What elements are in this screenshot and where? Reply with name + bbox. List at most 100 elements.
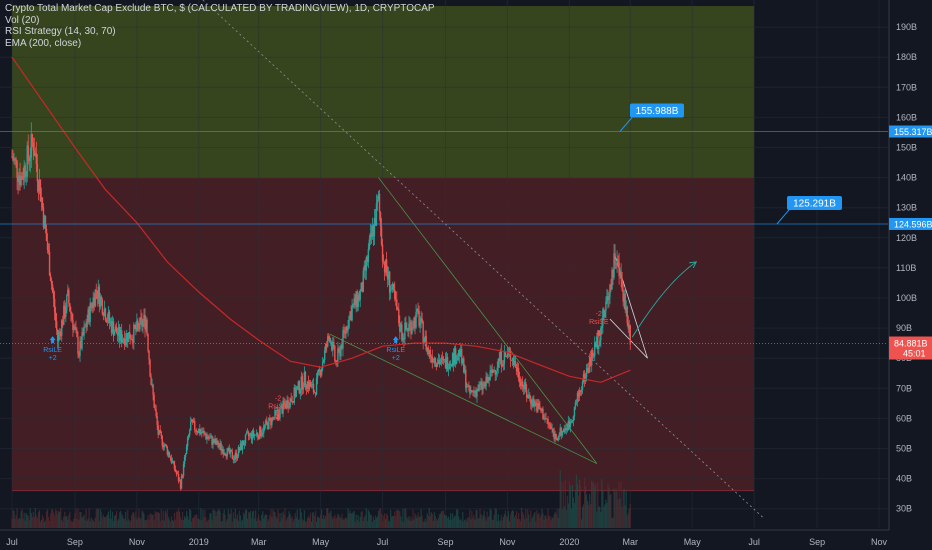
- candle-body: [495, 371, 497, 375]
- time-tick-label: Mar: [251, 537, 267, 547]
- volume-bar: [480, 514, 482, 528]
- candle-body: [506, 353, 509, 357]
- candle-body: [347, 327, 349, 331]
- volume-bar: [232, 512, 234, 528]
- volume-bar: [166, 509, 168, 528]
- candle-body: [423, 340, 425, 343]
- volume-bar: [221, 520, 223, 528]
- candle-body: [561, 430, 563, 436]
- arrow-head-icon: [689, 261, 698, 269]
- candle-body: [137, 320, 139, 326]
- volume-bar: [239, 515, 242, 528]
- volume-bar: [465, 518, 467, 528]
- price-tick-label: 70B: [896, 383, 912, 393]
- volume-bar: [205, 517, 207, 528]
- candle-body: [357, 294, 359, 308]
- candle-body: [65, 310, 67, 318]
- candle-body: [455, 360, 458, 364]
- candle-body: [360, 282, 362, 292]
- candle-body: [350, 311, 352, 321]
- volume-bar: [471, 510, 473, 528]
- candle-body: [105, 320, 108, 323]
- volume-bar: [378, 508, 381, 528]
- candle-body: [138, 325, 140, 330]
- candle-body: [610, 284, 612, 290]
- volume-bar: [393, 515, 395, 528]
- candle-body: [505, 356, 508, 357]
- candle-body: [246, 431, 249, 433]
- volume-bar: [396, 509, 398, 528]
- volume-bar: [83, 514, 85, 528]
- level-price-tag: [889, 217, 932, 230]
- candle-body: [331, 341, 333, 351]
- candle-body: [434, 357, 437, 364]
- candle-body: [282, 400, 284, 414]
- candle-body: [386, 273, 389, 280]
- volume-bar: [401, 521, 403, 528]
- volume-bar: [86, 520, 88, 528]
- volume-bar: [627, 513, 629, 528]
- candle-body: [143, 314, 145, 322]
- volume-bar: [528, 514, 530, 528]
- candle-body: [375, 203, 378, 226]
- candle-body: [268, 417, 270, 429]
- candle-body: [567, 420, 570, 430]
- candle-body: [256, 432, 259, 437]
- candle-body: [526, 390, 528, 398]
- candle-body: [206, 436, 208, 440]
- volume-bar: [252, 511, 254, 528]
- candle-body: [406, 328, 408, 330]
- volume-bar: [293, 519, 295, 528]
- candle-body: [595, 342, 597, 347]
- candle-body: [172, 461, 175, 462]
- up-arrow-icon: [49, 336, 56, 344]
- candle-body: [26, 145, 28, 177]
- candle-body: [79, 340, 81, 357]
- candle-body: [462, 358, 464, 364]
- candle-body: [441, 357, 444, 359]
- volume-bar: [258, 514, 260, 528]
- candle-body: [17, 177, 19, 182]
- candle-body: [55, 321, 58, 330]
- candle-body: [512, 358, 515, 365]
- candle-body: [402, 337, 404, 341]
- volume-bar: [62, 521, 64, 528]
- time-tick-label: Mar: [623, 537, 639, 547]
- candle-body: [339, 348, 341, 357]
- price-tick-label: 50B: [896, 444, 912, 454]
- volume-bar: [245, 510, 248, 528]
- candle-body: [363, 265, 365, 271]
- candle-body: [303, 372, 306, 388]
- volume-bar: [140, 519, 142, 528]
- candle-body: [91, 306, 93, 309]
- candle-body: [312, 383, 315, 393]
- volume-bar: [121, 513, 123, 528]
- candle-body: [274, 410, 276, 418]
- candle-body: [517, 368, 520, 379]
- time-tick-label: Sep: [809, 537, 825, 547]
- candle-body: [622, 290, 624, 302]
- volume-bar: [550, 520, 552, 528]
- callout-label: 125.291B: [793, 198, 836, 209]
- volume-bar: [332, 519, 334, 528]
- volume-bar: [223, 509, 225, 528]
- candle-body: [188, 430, 191, 436]
- candle-body: [182, 464, 185, 476]
- candle-body: [58, 333, 60, 342]
- candle-body: [497, 359, 499, 368]
- candle-body: [392, 283, 394, 290]
- volume-bar: [235, 518, 237, 528]
- candle-body: [94, 289, 96, 307]
- candle-body: [231, 451, 234, 459]
- candle-body: [527, 397, 529, 399]
- candle-body: [34, 153, 37, 156]
- candle-body: [529, 394, 531, 398]
- volume-bar: [133, 512, 135, 528]
- candle-body: [311, 383, 314, 385]
- volume-bar: [522, 512, 524, 528]
- candle-body: [477, 389, 479, 392]
- candle-body: [629, 325, 631, 345]
- candle-body: [73, 326, 75, 330]
